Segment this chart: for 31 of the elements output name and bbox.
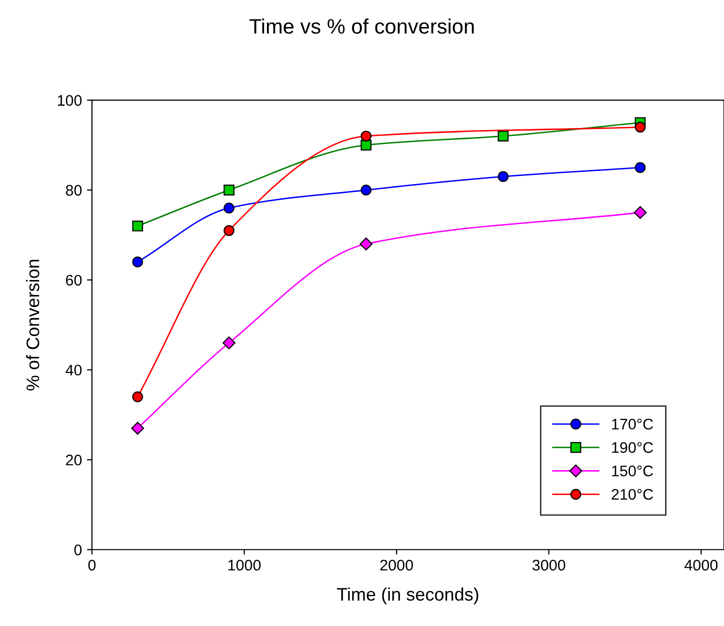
x-tick-label: 0 — [88, 560, 96, 571]
point — [634, 122, 646, 133]
point — [634, 162, 646, 173]
x-tick-label: 3000 — [532, 560, 566, 571]
point — [498, 171, 509, 182]
legend-label: 150°C — [612, 466, 653, 476]
y-tick-label: 20 — [66, 454, 82, 466]
point — [224, 225, 234, 236]
y-tick-label: 0 — [74, 544, 82, 556]
chart-title: Time vs % of conversion — [249, 18, 474, 34]
point — [360, 238, 373, 250]
x-tick-label: 1000 — [228, 560, 261, 571]
y-tick-label: 60 — [66, 274, 82, 286]
legend-label: 190°C — [612, 442, 653, 453]
x-axis-title: Time (in seconds) — [336, 587, 478, 604]
y-axis-title: % of Conversion — [26, 260, 40, 390]
x-tick-label: 4000 — [684, 560, 718, 571]
point — [131, 422, 144, 435]
y-tick-label: 100 — [58, 95, 82, 106]
x-tick-label: 2000 — [380, 560, 413, 571]
point — [222, 336, 236, 350]
y-tick-label: 40 — [66, 364, 82, 376]
point — [224, 202, 234, 214]
y-tick-label: 80 — [66, 184, 82, 196]
legend-label: 170°C — [612, 418, 653, 430]
point — [132, 256, 144, 268]
point — [360, 184, 372, 196]
point — [634, 206, 647, 219]
point — [132, 391, 144, 402]
point — [360, 130, 372, 142]
legend-label: 210°C — [612, 488, 653, 500]
